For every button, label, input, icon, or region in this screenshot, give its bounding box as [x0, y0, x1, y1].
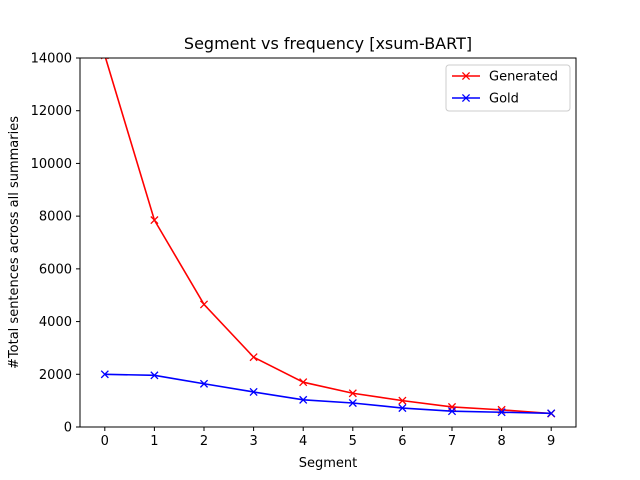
chart-title: Segment vs frequency [xsum-BART]: [184, 34, 472, 53]
x-tick-label: 5: [349, 434, 357, 449]
x-tick-label: 3: [249, 434, 257, 449]
data-point-gold: [547, 409, 556, 418]
x-tick-label: 2: [200, 434, 208, 449]
legend: Generated Gold: [445, 64, 571, 112]
plot-area: [100, 58, 556, 418]
data-point-gold: [100, 370, 109, 379]
data-point-gold: [199, 379, 209, 388]
y-tick-label: 2000: [39, 368, 72, 383]
data-point-gold: [398, 403, 407, 413]
axes-frame: [79, 57, 577, 428]
data-point-gold: [447, 407, 457, 416]
x-tick-label: 6: [398, 434, 406, 449]
x-axis-label: Segment: [299, 456, 358, 471]
x-tick-label: 9: [547, 434, 555, 449]
data-point-gold: [497, 408, 506, 417]
data-point-generated: [299, 378, 308, 387]
x-tick-label: 1: [150, 434, 158, 449]
x-tick-label: 0: [101, 434, 109, 449]
data-point-generated: [249, 353, 258, 362]
y-tick-label: 8000: [39, 210, 72, 225]
y-tick-label: 6000: [39, 262, 72, 277]
data-point-generated: [348, 389, 357, 398]
y-tick-label: 4000: [39, 315, 72, 330]
series-line-gold: [104, 373, 552, 415]
legend-label: Generated: [489, 70, 558, 85]
data-point-gold: [299, 395, 308, 404]
y-tick-label: 10000: [31, 157, 72, 172]
y-tick-label: 0: [64, 421, 72, 436]
y-tick-label: 12000: [31, 104, 72, 119]
data-point-gold: [150, 371, 159, 380]
data-point-gold: [249, 387, 258, 397]
data-point-gold: [348, 398, 357, 408]
data-point-generated: [150, 216, 159, 225]
legend-entry-gold: Gold: [452, 92, 519, 107]
x-tick-label: 4: [299, 434, 307, 449]
data-point-generated: [398, 396, 407, 405]
legend-entry-generated: Generated: [452, 70, 558, 85]
series-line-generated: [104, 58, 552, 415]
x-tick-label: 7: [448, 434, 456, 449]
legend-label: Gold: [489, 92, 519, 107]
x-tick-label: 8: [497, 434, 505, 449]
y-axis-label: #Total sentences across all summaries: [7, 116, 22, 369]
data-point-generated: [199, 300, 209, 309]
y-tick-label: 14000: [31, 52, 72, 67]
